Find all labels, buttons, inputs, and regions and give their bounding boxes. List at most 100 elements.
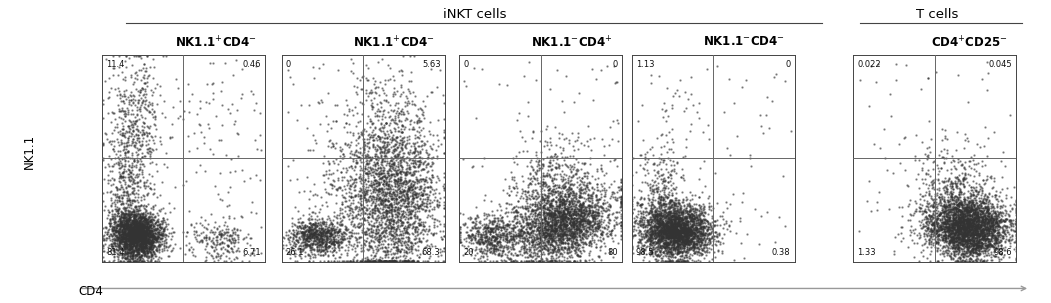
Point [694,245,710,250]
Point [308,217,325,222]
Point [376,214,393,219]
Point [588,225,604,230]
Point [919,218,935,223]
Point [316,229,333,234]
Point [379,211,396,215]
Point [325,144,342,149]
Point [663,230,680,235]
Point [139,254,156,259]
Point [409,163,426,168]
Point [377,207,394,212]
Point [149,82,166,87]
Point [425,233,441,238]
Point [656,191,673,196]
Point [406,204,423,209]
Point [981,237,997,242]
Point [403,185,419,189]
Point [680,237,697,242]
Point [401,122,418,126]
Point [939,191,955,196]
Point [646,213,663,218]
Point [531,212,548,217]
Point [949,236,966,241]
Point [892,231,909,235]
Point [411,164,428,169]
Point [940,220,956,225]
Point [129,233,146,238]
Point [408,233,425,238]
Point [524,166,541,171]
Point [684,207,701,211]
Point [124,259,141,264]
Point [995,230,1012,235]
Point [659,227,676,231]
Point [677,241,694,246]
Point [680,233,697,238]
Point [479,225,496,230]
Point [601,218,618,223]
Point [962,213,978,218]
Point [688,227,705,231]
Point [128,238,145,243]
Point [643,241,660,245]
Point [371,171,388,176]
Point [120,191,137,196]
Point [650,186,666,191]
Point [125,247,142,252]
Point [130,229,147,234]
Point [578,181,595,185]
Point [995,222,1012,227]
Point [951,182,968,187]
Point [135,215,151,219]
Point [341,194,357,198]
Point [371,259,388,264]
Point [517,255,534,259]
Point [942,208,959,213]
Point [921,212,937,217]
Point [371,234,388,239]
Point [988,218,1005,223]
Point [945,197,962,202]
Point [110,195,127,200]
Point [151,93,168,98]
Point [937,211,954,216]
Point [658,236,675,241]
Point [518,239,535,244]
Point [531,229,548,234]
Point [542,191,559,195]
Point [666,248,683,253]
Point [315,248,332,253]
Point [507,258,523,263]
Point [282,234,298,239]
Point [560,138,577,143]
Point [401,136,418,141]
Point [536,196,553,201]
Point [120,246,137,251]
Point [329,178,346,183]
Point [552,225,569,230]
Point [944,229,961,234]
Point [116,228,132,233]
Point [109,209,126,214]
Point [131,246,148,251]
Point [508,154,524,158]
Point [519,224,536,229]
Point [959,231,975,235]
Point [971,252,988,257]
Point [317,231,334,235]
Point [380,226,397,231]
Point [540,159,557,164]
Point [292,226,309,231]
Point [122,222,139,227]
Point [579,233,596,238]
Point [468,244,485,249]
Point [665,244,682,248]
Point [666,233,683,238]
Point [517,259,534,264]
Point [117,239,133,244]
Point [121,167,138,172]
Point [971,231,988,236]
Point [657,204,674,208]
Point [561,236,578,241]
Point [686,244,703,249]
